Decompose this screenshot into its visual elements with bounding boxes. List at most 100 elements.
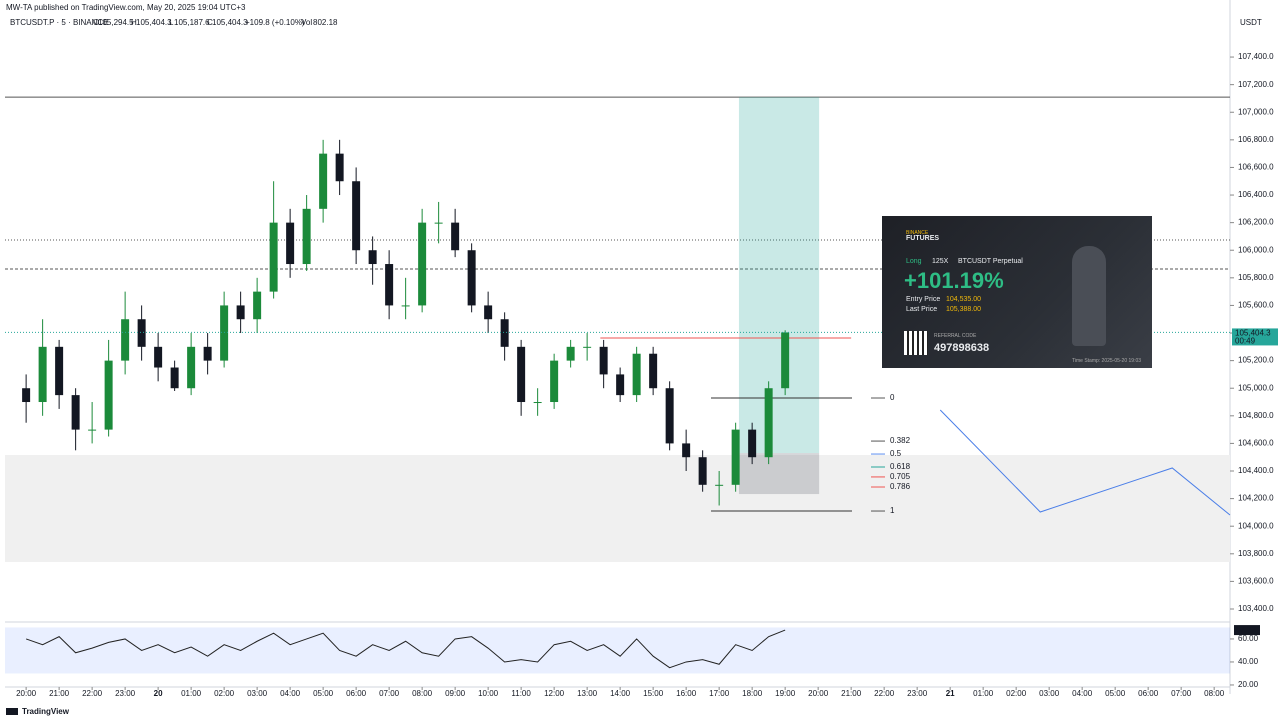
last: 105,388.00 [946, 306, 982, 313]
x-tick-label: 10:00 [478, 689, 499, 698]
x-tick-label: 12:00 [544, 689, 565, 698]
referral: 497898638 [934, 342, 990, 354]
y-tick-label: 103,600.0 [1238, 577, 1274, 586]
x-tick-label: 07:00 [379, 689, 400, 698]
candle-body [187, 346, 196, 389]
logo [6, 708, 18, 715]
entry: 104,535.00 [946, 296, 982, 303]
x-tick-label: 07:00 [1171, 689, 1192, 698]
candle-body [665, 388, 674, 444]
fib-label: 0.786 [890, 482, 911, 491]
legend-key: O [93, 18, 99, 27]
candle-body [467, 250, 476, 306]
x-tick-label: 01:00 [973, 689, 994, 698]
candle-body [71, 395, 80, 430]
candle-body [220, 305, 229, 361]
qr-code [904, 331, 928, 355]
roi: +101.19% [904, 268, 1004, 293]
x-tick-label: 20 [154, 689, 163, 698]
legend-value: 105,404.3 [212, 18, 248, 27]
x-tick-label: 09:00 [445, 689, 466, 698]
brand: BINANCE [906, 230, 929, 236]
x-tick-label: 08:00 [1204, 689, 1225, 698]
timestamp: Time Stamp: 2025-05-20 19:03 [1072, 358, 1142, 364]
x-tick-label: 11:00 [511, 689, 531, 698]
x-tick-label: 22:00 [874, 689, 895, 698]
candle-body [319, 153, 328, 209]
product: FUTURES [906, 235, 940, 242]
last-price-label: 105,404.3 [1235, 329, 1271, 338]
candle-body [632, 353, 641, 396]
x-tick-label: 04:00 [1072, 689, 1093, 698]
support-zone [5, 455, 1230, 562]
fib-label: 0.382 [890, 436, 911, 445]
fib-label: 0.705 [890, 472, 911, 481]
candle-body [121, 319, 130, 361]
candle-body [154, 346, 163, 368]
candle-body [137, 319, 146, 347]
rsi-tick-label: 40.00 [1238, 657, 1259, 666]
x-tick-label: 21:00 [49, 689, 70, 698]
candle-body [302, 208, 311, 265]
x-tick-label: 20:00 [16, 689, 37, 698]
position-target [738, 97, 820, 454]
rsi-tick-label: 20.00 [1238, 680, 1259, 689]
volume: 802.18 [313, 18, 338, 27]
last-key: Last Price [906, 306, 938, 313]
legend-value: 105,294.5 [98, 18, 134, 27]
candle-body [583, 346, 592, 348]
symbol: BTCUSDT.P · 5 · BINANCE [10, 18, 109, 27]
x-tick-label: 19:00 [775, 689, 796, 698]
candle-body [104, 360, 113, 430]
legend-value: 105,404.3 [136, 18, 172, 27]
position-stop [738, 453, 820, 495]
rsi-tick-label: 60.00 [1238, 634, 1259, 643]
countdown: 00:49 [1235, 337, 1256, 346]
candle-body [682, 443, 691, 458]
rsi-band [5, 627, 1230, 674]
candle-body [385, 264, 394, 306]
x-tick-label: 23:00 [907, 689, 928, 698]
candle-body [22, 388, 31, 403]
y-tick-label: 105,600.0 [1238, 301, 1274, 310]
x-tick-label: 08:00 [412, 689, 433, 698]
x-tick-label: 13:00 [577, 689, 598, 698]
x-tick-label: 20:00 [808, 689, 829, 698]
volume-key: Vol [301, 18, 312, 27]
currency: USDT [1240, 18, 1262, 27]
x-tick-label: 16:00 [676, 689, 697, 698]
candle-body [269, 222, 278, 292]
y-tick-label: 104,800.0 [1238, 411, 1274, 420]
y-tick-label: 104,400.0 [1238, 466, 1274, 475]
last-price-box [1232, 328, 1278, 346]
x-tick-label: 14:00 [610, 689, 631, 698]
legend-value: 105,187.6 [174, 18, 210, 27]
y-tick-label: 106,800.0 [1238, 135, 1274, 144]
y-tick-label: 105,000.0 [1238, 383, 1274, 392]
candle-body [484, 305, 493, 320]
y-tick-label: 103,400.0 [1238, 604, 1274, 613]
y-tick-label: 106,200.0 [1238, 218, 1274, 227]
x-tick-label: 02:00 [214, 689, 235, 698]
rsi-label-box [1234, 625, 1260, 636]
y-tick-label: 105,200.0 [1238, 356, 1274, 365]
candle-body [434, 222, 443, 224]
candle-body [203, 346, 212, 361]
rsi-last-label: 67.72 [1236, 625, 1257, 634]
y-tick-label: 107,000.0 [1238, 107, 1274, 116]
x-tick-label: 02:00 [1006, 689, 1027, 698]
x-tick-label: 03:00 [1039, 689, 1060, 698]
candle-body [566, 346, 575, 361]
candle-body [781, 332, 790, 389]
candle-body [764, 388, 773, 458]
x-tick-label: 15:00 [643, 689, 664, 698]
candle-body [368, 250, 377, 265]
y-tick-label: 106,400.0 [1238, 190, 1274, 199]
share-card: BINANCE FUTURES Long 125X BTCUSDT Perpet… [882, 216, 1152, 368]
x-tick-label: 23:00 [115, 689, 136, 698]
candle-body [335, 153, 344, 182]
candle-body [731, 429, 740, 485]
x-tick-label: 05:00 [1105, 689, 1126, 698]
x-tick-label: 21 [946, 689, 955, 698]
